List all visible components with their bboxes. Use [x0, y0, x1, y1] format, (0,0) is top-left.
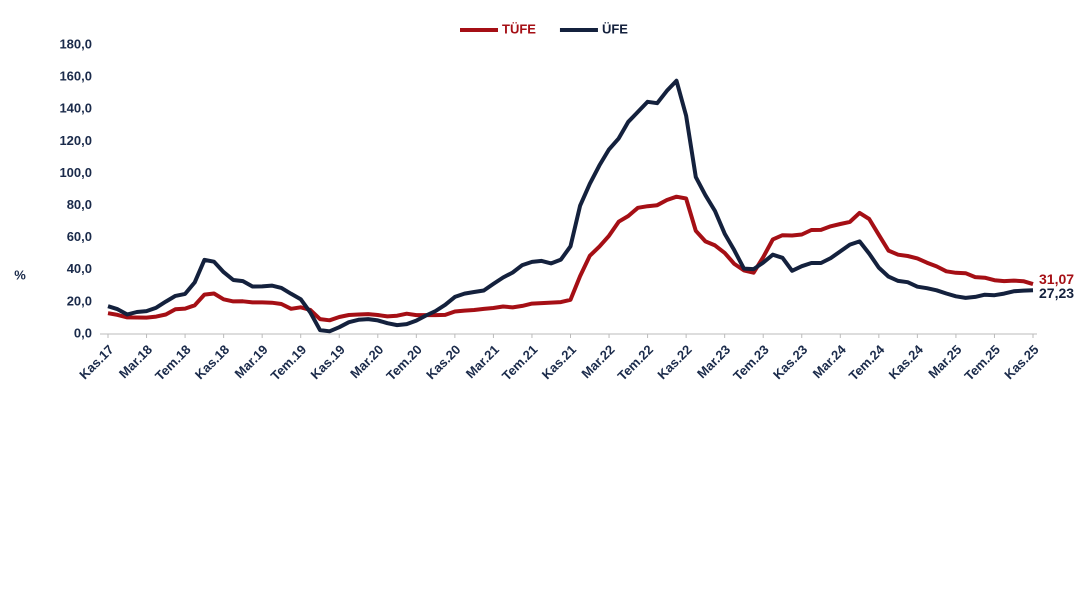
legend-label: ÜFE [602, 21, 628, 36]
series-line [107, 78, 1034, 334]
data-label: 31,07 [1039, 271, 1074, 287]
y-tick-label: 80,0 [67, 197, 92, 212]
x-tick-label: Mar.22 [578, 342, 617, 381]
x-tick-label: Mar.20 [347, 342, 386, 381]
y-tick-label: 120,0 [59, 133, 92, 148]
x-tick-label: Tem.20 [383, 342, 425, 384]
x-tick-label: Kas.25 [1001, 342, 1041, 382]
x-tick-label: Tem.25 [961, 342, 1003, 384]
y-tick-label: 160,0 [59, 69, 92, 84]
y-tick-label: 60,0 [67, 229, 92, 244]
x-tick-label: Kas.20 [423, 342, 463, 382]
x-tick-label: Kas.22 [654, 342, 694, 382]
x-tick-label: Tem.22 [615, 342, 657, 384]
x-tick-label: Kas.24 [886, 341, 927, 382]
x-tick-label: Mar.21 [463, 342, 502, 381]
x-tick-label: Tem.23 [730, 342, 772, 384]
x-tick-label: Mar.23 [694, 342, 733, 381]
x-tick-label: Kas.23 [770, 342, 810, 382]
x-tick-label: Tem.21 [499, 342, 541, 384]
y-tick-label: 40,0 [67, 261, 92, 276]
y-tick-label: 100,0 [59, 165, 92, 180]
x-tick-label: Kas.18 [192, 342, 232, 382]
x-tick-label: Kas.21 [539, 342, 579, 382]
x-tick-label: Mar.18 [116, 342, 155, 381]
x-tick-label: Mar.19 [231, 342, 270, 381]
x-tick-label: Kas.17 [76, 342, 116, 382]
series-line [107, 194, 1034, 323]
y-tick-label: 0,0 [74, 325, 92, 340]
x-tick-label: Mar.25 [925, 342, 964, 381]
x-tick-label: Tem.24 [846, 341, 888, 383]
data-label: 27,23 [1039, 285, 1074, 301]
x-tick-label: Tem.19 [268, 342, 310, 384]
y-tick-label: 20,0 [67, 293, 92, 308]
x-tick-label: Mar.24 [810, 341, 850, 381]
x-tick-label: Kas.19 [308, 342, 348, 382]
y-tick-label: 140,0 [59, 101, 92, 116]
y-tick-label: 180,0 [59, 36, 92, 51]
x-tick-label: Tem.18 [152, 342, 194, 384]
y-axis-label: % [14, 267, 26, 282]
legend-label: TÜFE [502, 21, 536, 36]
